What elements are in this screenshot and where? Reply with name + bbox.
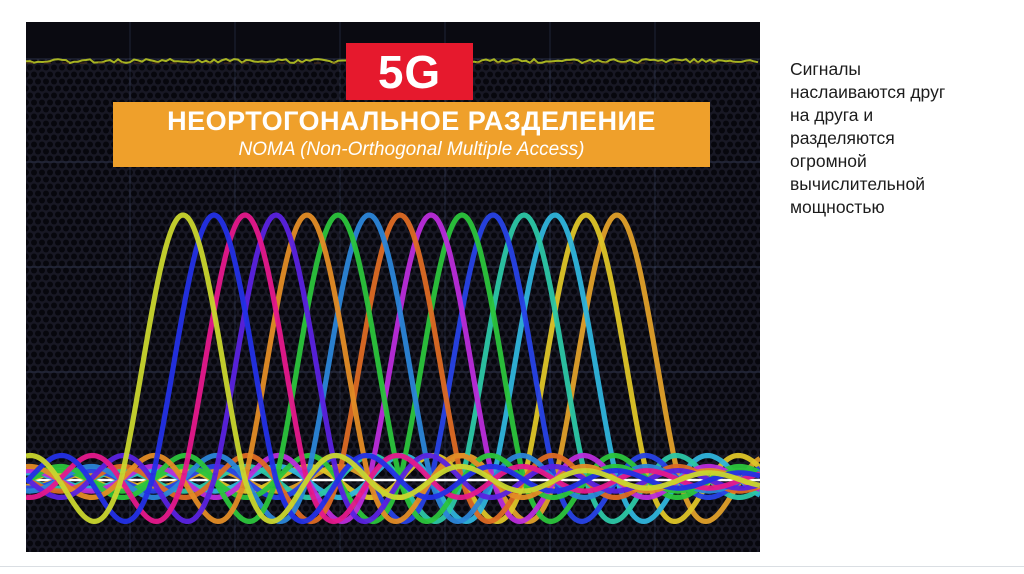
pulse-09 xyxy=(26,212,760,524)
pulse-03 xyxy=(26,212,760,524)
noma-figure: 5G НЕОРТОГОНАЛЬНОЕ РАЗДЕЛЕНИЕ NOMA (Non-… xyxy=(26,22,760,552)
banner-title: НЕОРТОГОНАЛЬНОЕ РАЗДЕЛЕНИЕ xyxy=(167,106,656,137)
pulse-05 xyxy=(26,212,760,524)
bottom-divider xyxy=(0,566,1024,567)
pulse-02 xyxy=(26,212,760,524)
pulse-curves xyxy=(26,212,760,524)
caption-text: Сигналы наслаиваются друг на друга и раз… xyxy=(790,59,946,217)
pulse-01 xyxy=(26,212,760,524)
title-banner: НЕОРТОГОНАЛЬНОЕ РАЗДЕЛЕНИЕ NOMA (Non-Ort… xyxy=(113,102,710,167)
badge-5g: 5G xyxy=(346,43,473,100)
banner-subtitle: NOMA (Non-Orthogonal Multiple Access) xyxy=(238,138,585,160)
badge-5g-label: 5G xyxy=(377,45,442,98)
